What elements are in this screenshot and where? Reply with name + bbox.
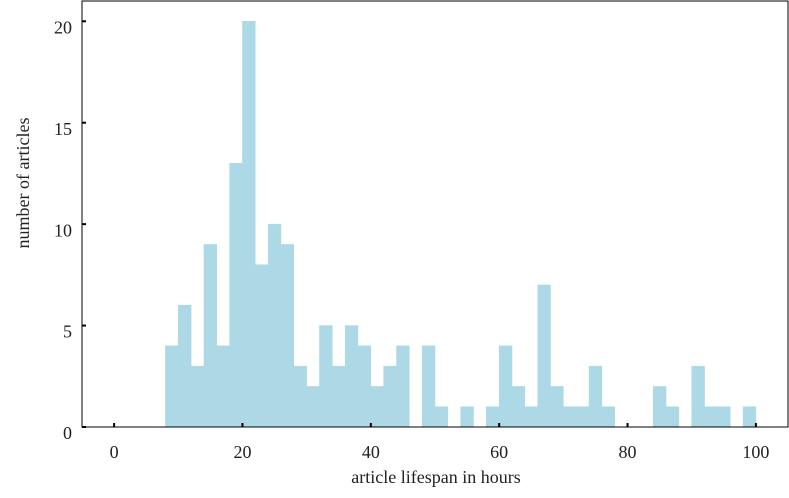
bar [588, 365, 603, 428]
bar [383, 365, 397, 428]
bar [498, 345, 513, 428]
bar [460, 406, 474, 428]
bar [216, 345, 230, 428]
bar [280, 244, 295, 428]
bar [550, 386, 564, 428]
bar [421, 345, 436, 428]
bar [537, 284, 551, 428]
bar [306, 386, 320, 428]
bar [357, 345, 372, 428]
bar [229, 163, 243, 428]
bar [575, 406, 590, 428]
bar [267, 223, 282, 428]
x-axis-label: article lifespan in hours [351, 467, 520, 487]
bar [652, 386, 667, 428]
bar [319, 325, 333, 428]
y-tick-label: 5 [63, 322, 72, 342]
x-tick-label: 80 [619, 442, 637, 462]
bar [190, 365, 205, 428]
x-tick-label: 0 [110, 442, 119, 462]
bar [434, 406, 449, 428]
y-tick-label: 20 [54, 17, 72, 37]
bar [563, 406, 577, 428]
x-tick-label: 20 [233, 442, 251, 462]
x-tick-label: 40 [362, 442, 380, 462]
bar [370, 386, 384, 428]
bar [344, 325, 359, 428]
x-tick-label: 60 [490, 442, 508, 462]
plot-frame [81, 0, 789, 428]
bar [511, 386, 526, 428]
bar [486, 406, 500, 428]
bar [742, 406, 757, 428]
x-tick-label: 100 [742, 442, 769, 462]
bar [255, 264, 269, 428]
bar [293, 365, 307, 428]
bar [717, 406, 731, 428]
bar [691, 365, 705, 428]
y-tick-label: 15 [54, 119, 72, 139]
bar [178, 305, 192, 428]
y-tick-label: 0 [63, 423, 72, 443]
bar [524, 406, 538, 428]
bar [704, 406, 718, 428]
bar [165, 345, 179, 428]
bar [396, 345, 410, 428]
bar [203, 244, 218, 428]
bar [242, 21, 256, 428]
y-axis-label: number of articles [13, 118, 33, 249]
y-tick-label: 10 [54, 220, 72, 240]
bar [332, 365, 346, 428]
bar [601, 406, 615, 428]
bar [665, 406, 680, 428]
